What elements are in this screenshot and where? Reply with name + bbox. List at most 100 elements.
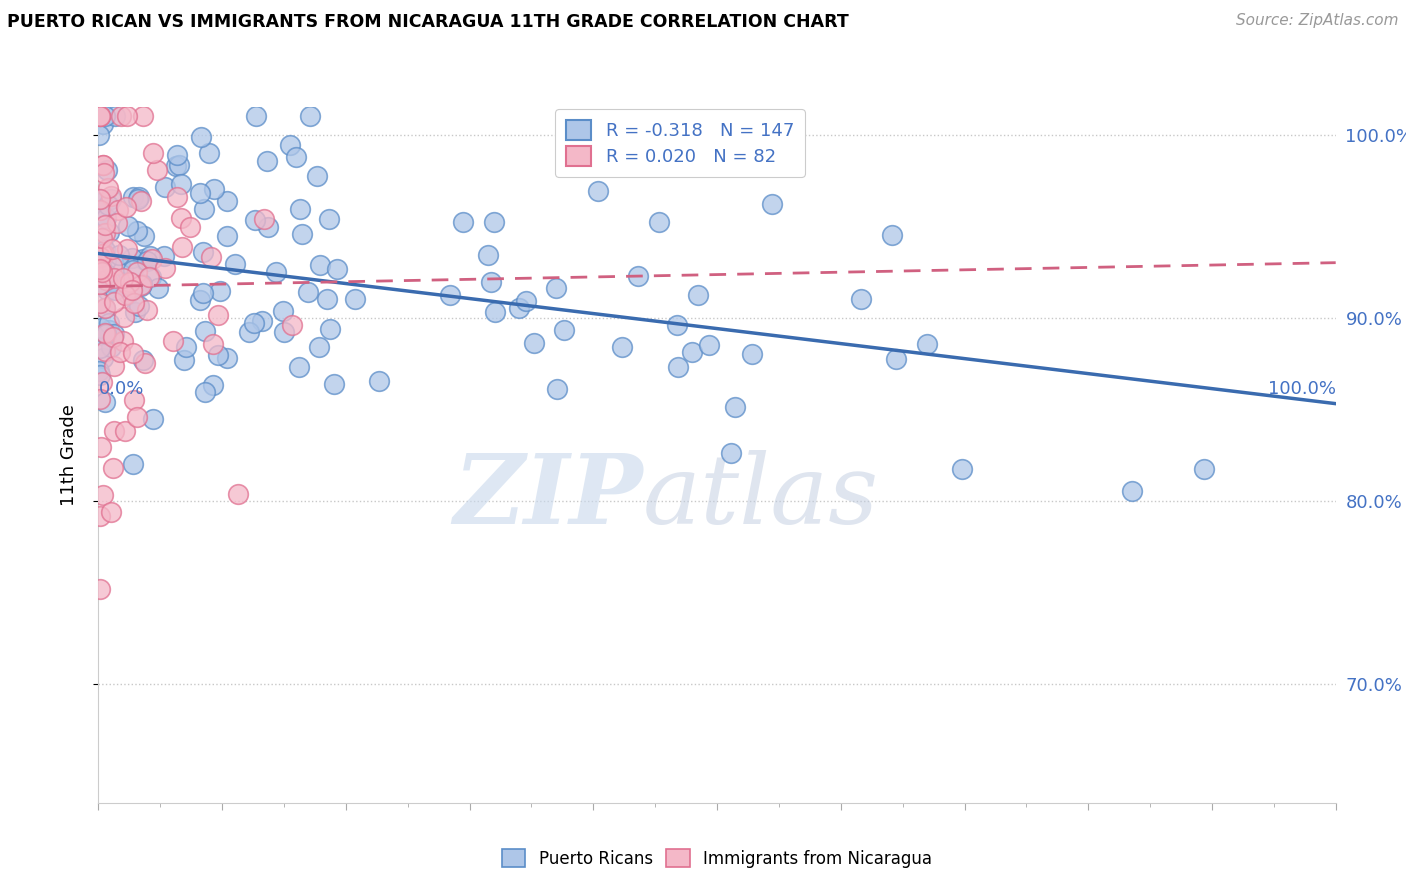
Point bbox=[89, 109, 111, 123]
Point bbox=[146, 281, 169, 295]
Point bbox=[131, 194, 153, 208]
Point bbox=[89, 109, 111, 123]
Point bbox=[98, 316, 121, 330]
Y-axis label: 11th Grade: 11th Grade bbox=[59, 404, 77, 506]
Point bbox=[93, 158, 115, 172]
Point bbox=[100, 505, 122, 519]
Point bbox=[90, 247, 112, 261]
Point bbox=[90, 260, 112, 275]
Point bbox=[89, 277, 111, 292]
Point bbox=[238, 325, 260, 339]
Point bbox=[115, 276, 138, 290]
Point bbox=[252, 314, 274, 328]
Point bbox=[153, 261, 176, 276]
Point bbox=[207, 348, 229, 362]
Point bbox=[97, 323, 120, 337]
Point bbox=[141, 269, 163, 284]
Point bbox=[172, 240, 194, 254]
Point bbox=[115, 242, 138, 256]
Point bbox=[110, 109, 132, 123]
Point bbox=[127, 265, 149, 279]
Point bbox=[546, 281, 568, 295]
Point bbox=[127, 410, 149, 425]
Point bbox=[226, 487, 249, 501]
Point bbox=[285, 150, 308, 164]
Point bbox=[103, 359, 125, 374]
Point bbox=[122, 345, 145, 359]
Point bbox=[479, 275, 502, 289]
Point bbox=[315, 292, 337, 306]
Point bbox=[91, 235, 114, 249]
Point bbox=[884, 351, 907, 366]
Point bbox=[288, 202, 311, 217]
Point bbox=[124, 305, 146, 319]
Point bbox=[117, 287, 139, 301]
Point bbox=[103, 425, 125, 439]
Point bbox=[129, 278, 152, 293]
Text: 0.0%: 0.0% bbox=[98, 381, 143, 399]
Point bbox=[90, 375, 112, 389]
Point bbox=[103, 294, 125, 309]
Point bbox=[89, 295, 111, 310]
Point bbox=[96, 283, 118, 297]
Point bbox=[94, 301, 117, 315]
Point bbox=[1121, 483, 1143, 498]
Point bbox=[90, 208, 112, 222]
Text: PUERTO RICAN VS IMMIGRANTS FROM NICARAGUA 11TH GRADE CORRELATION CHART: PUERTO RICAN VS IMMIGRANTS FROM NICARAGU… bbox=[7, 13, 849, 31]
Point bbox=[309, 259, 332, 273]
Point bbox=[101, 330, 124, 344]
Point bbox=[666, 359, 689, 374]
Point bbox=[209, 284, 232, 298]
Point bbox=[94, 211, 117, 225]
Point bbox=[368, 374, 391, 388]
Point bbox=[87, 270, 110, 285]
Point bbox=[91, 158, 114, 172]
Point bbox=[94, 109, 117, 123]
Point bbox=[146, 162, 169, 177]
Point bbox=[132, 353, 155, 368]
Point bbox=[253, 212, 276, 227]
Point bbox=[101, 461, 124, 475]
Point bbox=[308, 340, 330, 354]
Point bbox=[136, 253, 159, 268]
Point bbox=[508, 301, 530, 316]
Point bbox=[100, 259, 122, 273]
Point bbox=[724, 401, 747, 415]
Point bbox=[297, 285, 319, 299]
Point bbox=[112, 271, 135, 285]
Point bbox=[256, 153, 278, 168]
Point bbox=[546, 382, 568, 396]
Point bbox=[179, 219, 201, 234]
Point bbox=[122, 296, 145, 310]
Point bbox=[115, 109, 138, 123]
Point bbox=[194, 324, 217, 338]
Point bbox=[264, 265, 287, 279]
Point bbox=[122, 262, 145, 277]
Point bbox=[89, 213, 111, 227]
Point bbox=[89, 582, 111, 596]
Point bbox=[165, 159, 187, 173]
Point bbox=[523, 336, 546, 351]
Point bbox=[681, 345, 703, 359]
Point bbox=[94, 243, 117, 257]
Point bbox=[90, 265, 112, 279]
Point bbox=[882, 227, 904, 242]
Point bbox=[103, 327, 125, 342]
Point bbox=[93, 487, 115, 501]
Point bbox=[173, 353, 195, 368]
Point bbox=[207, 308, 229, 322]
Point bbox=[118, 276, 141, 290]
Point bbox=[89, 196, 111, 211]
Point bbox=[94, 218, 117, 232]
Point bbox=[299, 109, 322, 123]
Point bbox=[128, 299, 150, 313]
Point bbox=[170, 177, 193, 191]
Point bbox=[110, 345, 132, 359]
Point bbox=[453, 215, 475, 229]
Point bbox=[94, 267, 117, 281]
Point bbox=[90, 440, 112, 454]
Point bbox=[93, 226, 115, 240]
Point bbox=[484, 305, 506, 319]
Point bbox=[588, 184, 610, 198]
Point bbox=[224, 257, 246, 271]
